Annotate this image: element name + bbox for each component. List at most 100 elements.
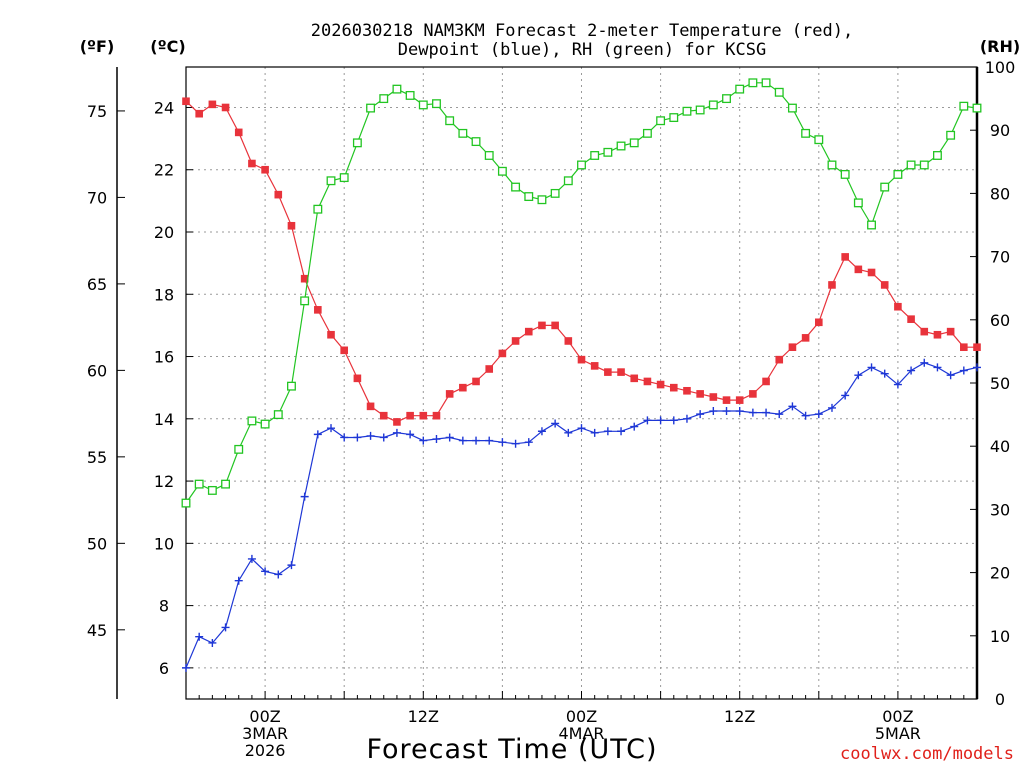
rh-point (471, 137, 481, 147)
rh-point (194, 479, 204, 489)
temperature-point (801, 334, 810, 342)
rh-point (524, 192, 534, 202)
dewpoint-point (682, 414, 691, 423)
rh-point (550, 188, 560, 198)
temperature-point (551, 321, 559, 330)
rh-point (642, 128, 652, 138)
rh-point (563, 176, 573, 186)
series-2-meter-temperature (182, 97, 981, 426)
fahrenheit-tick-label: 45 (87, 621, 107, 640)
rh-point (313, 204, 323, 214)
dewpoint-point (814, 410, 823, 419)
dewpoint-point (340, 433, 349, 442)
rh-point (669, 113, 679, 123)
temperature-point (590, 362, 599, 370)
temperature-point (195, 109, 203, 118)
rh-point (840, 169, 850, 179)
celsius-tick-label: 22 (154, 161, 174, 180)
rh-point (867, 220, 876, 230)
dewpoint-point (366, 431, 375, 440)
rh-point (682, 106, 692, 116)
chart-title-line-2: Dewpoint (blue), RH (green) for KCSG (398, 40, 766, 60)
temperature-point (735, 396, 744, 404)
temperature-point (828, 281, 836, 289)
dewpoint-point (827, 403, 836, 412)
rh-point (761, 78, 771, 88)
temperature-point (524, 327, 533, 336)
rh-point (814, 135, 824, 145)
temperature-point (366, 402, 375, 411)
rh-point (735, 84, 745, 94)
temperature-point (933, 330, 942, 339)
rh-point (497, 166, 507, 176)
dewpoint-point (261, 567, 270, 576)
dewpoint-point (432, 435, 441, 444)
rh-point (919, 160, 929, 170)
data-series (181, 78, 982, 672)
dewpoint-point (392, 428, 401, 437)
temperature-point (511, 337, 520, 345)
temperature-point (815, 318, 823, 327)
series-line (185, 362, 978, 669)
temperature-point (538, 321, 546, 330)
dewpoint-point (472, 436, 481, 445)
temperature-point (261, 165, 269, 174)
rh-point (352, 138, 362, 148)
celsius-tick-label: 14 (154, 410, 174, 429)
rh-point (511, 182, 521, 192)
rh-tick-label: 10 (990, 627, 1010, 646)
dewpoint-point (841, 391, 850, 400)
rh-tick-label: 90 (990, 121, 1010, 140)
dewpoint-point (564, 428, 573, 437)
rh-point (234, 444, 244, 454)
x-tick-label: 00Z (882, 707, 913, 726)
dewpoint-point (933, 363, 942, 372)
rh-point (392, 84, 402, 94)
temperature-point (314, 306, 322, 314)
temperature-point (960, 343, 968, 351)
temperature-point (234, 128, 243, 137)
dewpoint-point (379, 433, 388, 442)
dewpoint-point (854, 371, 863, 380)
rh-point (484, 151, 494, 160)
dewpoint-point (907, 366, 916, 375)
temperature-point (459, 383, 467, 392)
chart-title: 2026030218 NAM3KM Forecast 2-meter Tempe… (311, 21, 853, 60)
rh-point (273, 410, 283, 420)
dewpoint-point (524, 438, 533, 447)
rh-point (590, 151, 600, 160)
rh-point (207, 485, 217, 495)
rh-point (933, 151, 942, 160)
rh-point (339, 173, 349, 183)
x-tick-label: 00Z (249, 707, 280, 726)
dewpoint-point (313, 430, 322, 439)
rh-point (260, 419, 270, 429)
temperature-point (248, 159, 256, 168)
dewpoint-point (182, 663, 190, 672)
rh-point (616, 141, 626, 151)
credit-text: coolwx.com/models (840, 744, 1014, 764)
temperature-point (221, 103, 230, 112)
temperature-point (880, 281, 889, 289)
x-tick-label: 12Z (724, 707, 755, 726)
dewpoint-point (485, 436, 494, 445)
temperature-point (788, 343, 797, 351)
fahrenheit-unit-label: (ºF) (80, 37, 115, 56)
rh-point (972, 103, 982, 113)
temperature-point (643, 377, 652, 386)
temperature-point (485, 365, 494, 373)
temperature-point (841, 253, 849, 261)
dewpoint-point (617, 427, 626, 436)
rh-point (366, 103, 376, 113)
temperature-point (472, 377, 480, 386)
chart-title-line-1: 2026030218 NAM3KM Forecast 2-meter Tempe… (311, 21, 853, 41)
x-tick-label: 3MAR (242, 724, 288, 743)
temperature-point (406, 411, 414, 420)
rh-point (629, 138, 639, 148)
rh-tick-label: 80 (990, 184, 1010, 203)
temperature-point (656, 380, 665, 389)
temperature-point (300, 274, 309, 283)
rh-tick-label: 60 (990, 311, 1010, 330)
temperature-point (419, 411, 428, 420)
